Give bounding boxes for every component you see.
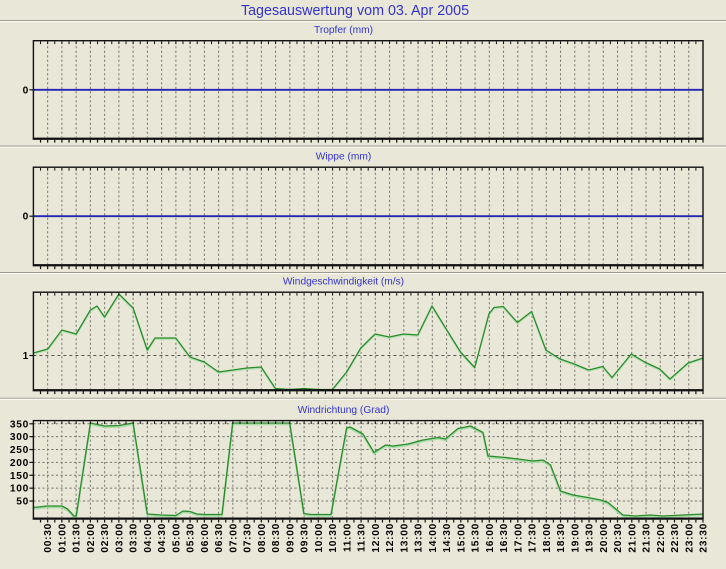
svg-text:09:30: 09:30 [300, 523, 311, 553]
svg-text:1: 1 [23, 351, 29, 362]
svg-text:01:00: 01:00 [57, 523, 68, 553]
svg-text:03:00: 03:00 [114, 523, 125, 553]
svg-text:50: 50 [16, 497, 29, 508]
svg-text:03:30: 03:30 [129, 523, 140, 553]
svg-text:13:30: 13:30 [414, 523, 425, 553]
svg-text:10:30: 10:30 [328, 523, 339, 553]
svg-text:0: 0 [23, 212, 29, 223]
svg-text:16:00: 16:00 [485, 523, 496, 553]
svg-text:05:30: 05:30 [186, 523, 197, 553]
svg-text:06:30: 06:30 [214, 523, 225, 553]
svg-text:Tagesauswertung vom 03. Apr 20: Tagesauswertung vom 03. Apr 2005 [241, 3, 469, 19]
svg-text:0: 0 [23, 85, 29, 96]
svg-text:20:30: 20:30 [613, 523, 624, 553]
svg-text:07:00: 07:00 [228, 523, 239, 553]
svg-text:04:00: 04:00 [143, 523, 154, 553]
svg-text:12:30: 12:30 [385, 523, 396, 553]
svg-text:250: 250 [10, 445, 29, 456]
svg-text:09:00: 09:00 [285, 523, 296, 553]
svg-text:Wippe (mm): Wippe (mm) [316, 152, 371, 163]
svg-text:Windgeschwindigkeit (m/s): Windgeschwindigkeit (m/s) [283, 277, 404, 288]
svg-text:11:30: 11:30 [357, 523, 368, 552]
svg-text:14:30: 14:30 [442, 523, 453, 553]
svg-text:11:00: 11:00 [342, 523, 353, 552]
svg-text:17:00: 17:00 [513, 523, 524, 553]
svg-text:14:00: 14:00 [428, 523, 439, 553]
svg-text:21:00: 21:00 [627, 523, 638, 553]
svg-text:300: 300 [10, 432, 29, 443]
svg-text:22:30: 22:30 [670, 523, 681, 553]
svg-text:16:30: 16:30 [499, 523, 510, 553]
svg-text:08:30: 08:30 [271, 523, 282, 553]
svg-text:04:30: 04:30 [157, 523, 168, 553]
svg-text:05:00: 05:00 [171, 523, 182, 553]
svg-text:00:30: 00:30 [43, 523, 54, 553]
svg-text:08:00: 08:00 [257, 523, 268, 553]
svg-text:Tropfer (mm): Tropfer (mm) [314, 25, 373, 36]
svg-text:02:00: 02:00 [86, 523, 97, 553]
svg-text:Windrichtung (Grad): Windrichtung (Grad) [298, 405, 390, 416]
svg-text:21:30: 21:30 [642, 523, 653, 553]
svg-text:23:30: 23:30 [699, 523, 710, 553]
svg-text:13:00: 13:00 [399, 523, 410, 553]
svg-text:200: 200 [10, 458, 29, 469]
svg-text:150: 150 [10, 471, 29, 482]
svg-text:18:00: 18:00 [542, 523, 553, 553]
svg-text:10:00: 10:00 [314, 523, 325, 553]
svg-text:15:00: 15:00 [456, 523, 467, 553]
svg-text:19:00: 19:00 [570, 523, 581, 553]
svg-text:07:30: 07:30 [243, 523, 254, 553]
svg-text:06:00: 06:00 [200, 523, 211, 553]
svg-text:100: 100 [10, 484, 29, 495]
svg-text:17:30: 17:30 [528, 523, 539, 553]
svg-text:20:00: 20:00 [599, 523, 610, 553]
svg-text:12:00: 12:00 [371, 523, 382, 553]
svg-text:18:30: 18:30 [556, 523, 567, 553]
svg-text:23:00: 23:00 [684, 523, 695, 553]
svg-text:350: 350 [10, 419, 29, 430]
svg-text:15:30: 15:30 [471, 523, 482, 553]
svg-text:02:30: 02:30 [100, 523, 111, 553]
svg-text:19:30: 19:30 [585, 523, 596, 553]
svg-text:01:30: 01:30 [72, 523, 83, 553]
svg-text:22:00: 22:00 [656, 523, 667, 553]
